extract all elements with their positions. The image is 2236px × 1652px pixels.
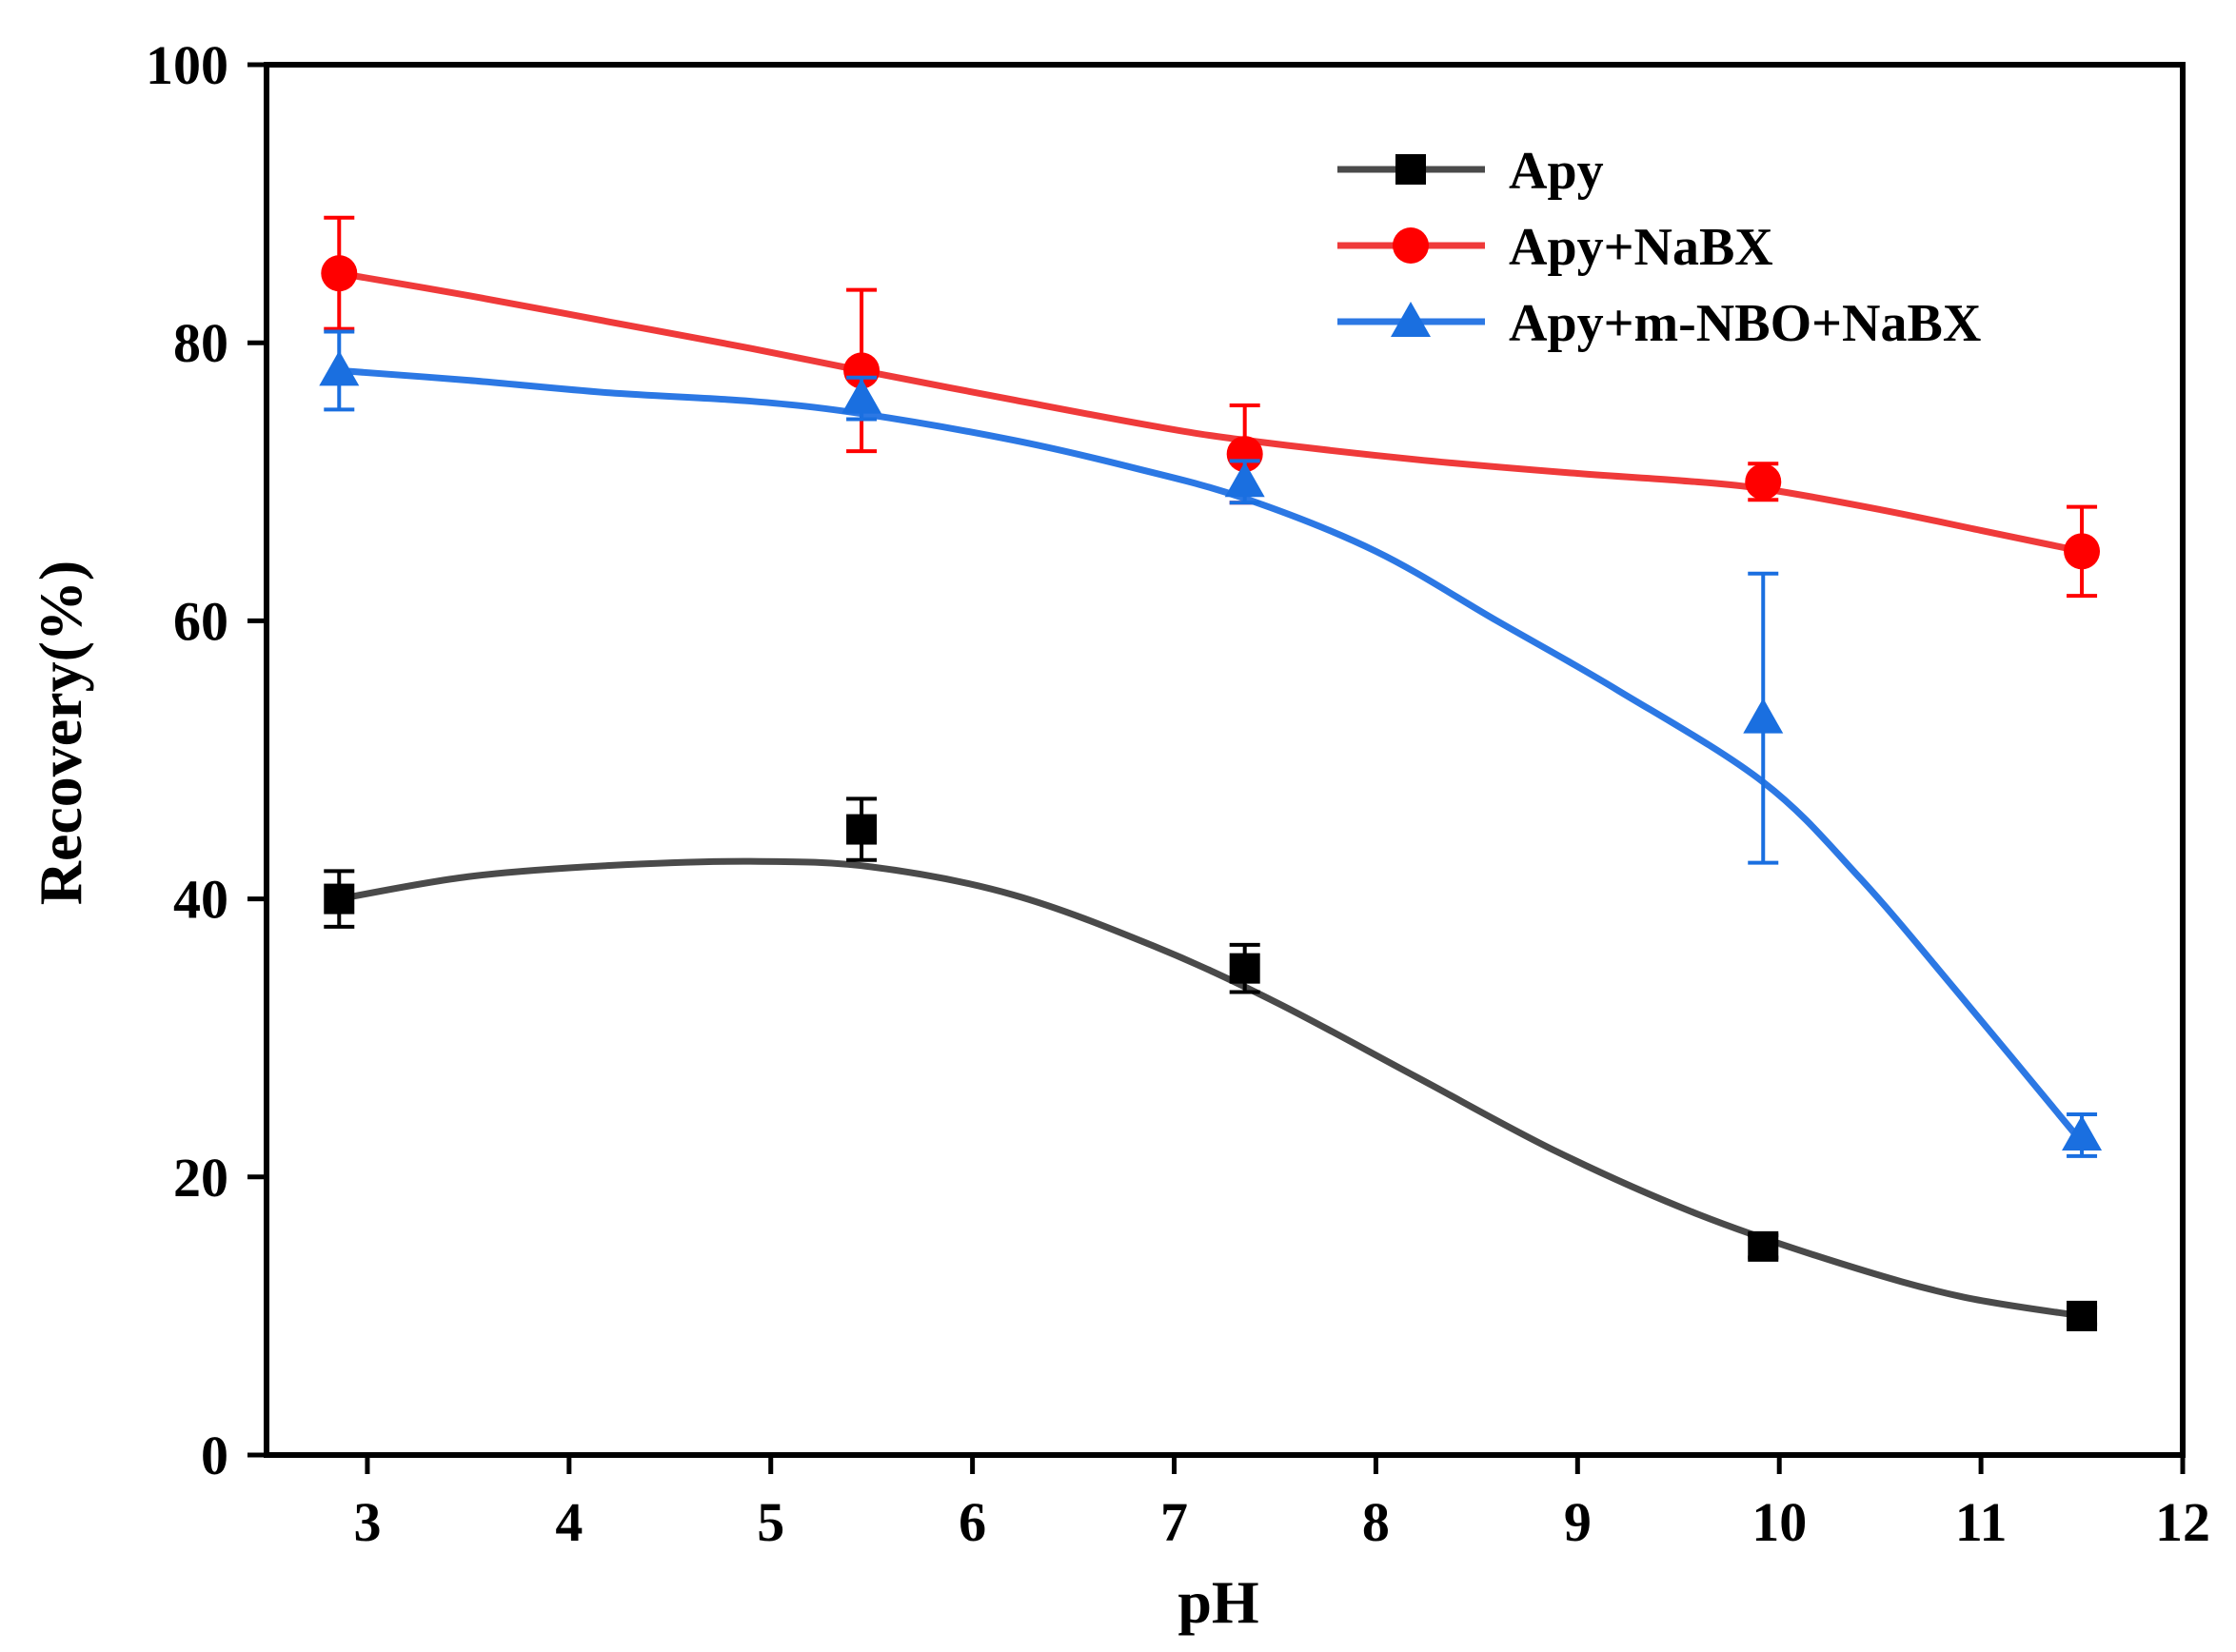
series-line [335, 857, 2086, 1320]
y-axis-ticks: 0 20 40 60 80 100 [146, 34, 267, 1486]
y-tick-label: 60 [173, 590, 228, 652]
series-3 [319, 329, 2103, 1158]
data-point [1229, 953, 1260, 984]
data-point [324, 883, 355, 914]
y-tick-label: 100 [146, 34, 228, 96]
data-point [843, 352, 881, 389]
data-point [2062, 1114, 2103, 1150]
series-layer [319, 215, 2103, 1331]
data-point [2067, 1300, 2098, 1331]
data-point [1226, 436, 1263, 473]
legend-marker [1391, 302, 1431, 337]
y-tick-label: 20 [173, 1147, 228, 1209]
x-tick-label: 4 [555, 1491, 583, 1553]
y-tick-label: 80 [173, 312, 228, 374]
data-point [319, 350, 360, 386]
data-point [1745, 463, 1782, 501]
x-tick-label: 11 [1955, 1491, 2008, 1553]
x-axis-title: pH [1177, 1568, 1258, 1636]
data-point [321, 255, 358, 292]
series-2 [321, 215, 2101, 599]
x-tick-label: 5 [757, 1491, 784, 1553]
x-axis-ticks: 3 4 5 6 7 8 9 10 11 12 [353, 1455, 2210, 1553]
plot-frame [264, 62, 2186, 1458]
y-axis-title: Recovery(%) [27, 560, 94, 905]
data-point [846, 814, 878, 845]
x-tick-label: 3 [353, 1491, 381, 1553]
legend-label: Apy+m-NBO+NaBX [1509, 294, 1981, 353]
legend-marker [1393, 227, 1429, 264]
data-point [1224, 462, 1265, 498]
y-tick-label: 40 [173, 869, 228, 931]
legend: Apy Apy+NaBX Apy+m-NBO+NaBX [1337, 142, 1981, 353]
data-point [1748, 1230, 1779, 1262]
data-point [2064, 533, 2101, 570]
x-tick-label: 7 [1160, 1491, 1188, 1553]
x-tick-label: 9 [1564, 1491, 1592, 1553]
legend-label: Apy+NaBX [1509, 218, 1773, 277]
series-1 [324, 796, 2098, 1331]
data-point [1743, 698, 1784, 734]
series-line [335, 366, 2086, 1146]
data-point [841, 378, 882, 414]
x-tick-label: 6 [959, 1491, 986, 1553]
legend-label: Apy [1509, 142, 1604, 201]
x-tick-label: 8 [1362, 1491, 1390, 1553]
x-tick-label: 10 [1751, 1491, 1807, 1553]
y-tick-label: 0 [201, 1425, 228, 1486]
x-tick-label: 12 [2155, 1491, 2210, 1553]
legend-marker [1395, 154, 1426, 185]
